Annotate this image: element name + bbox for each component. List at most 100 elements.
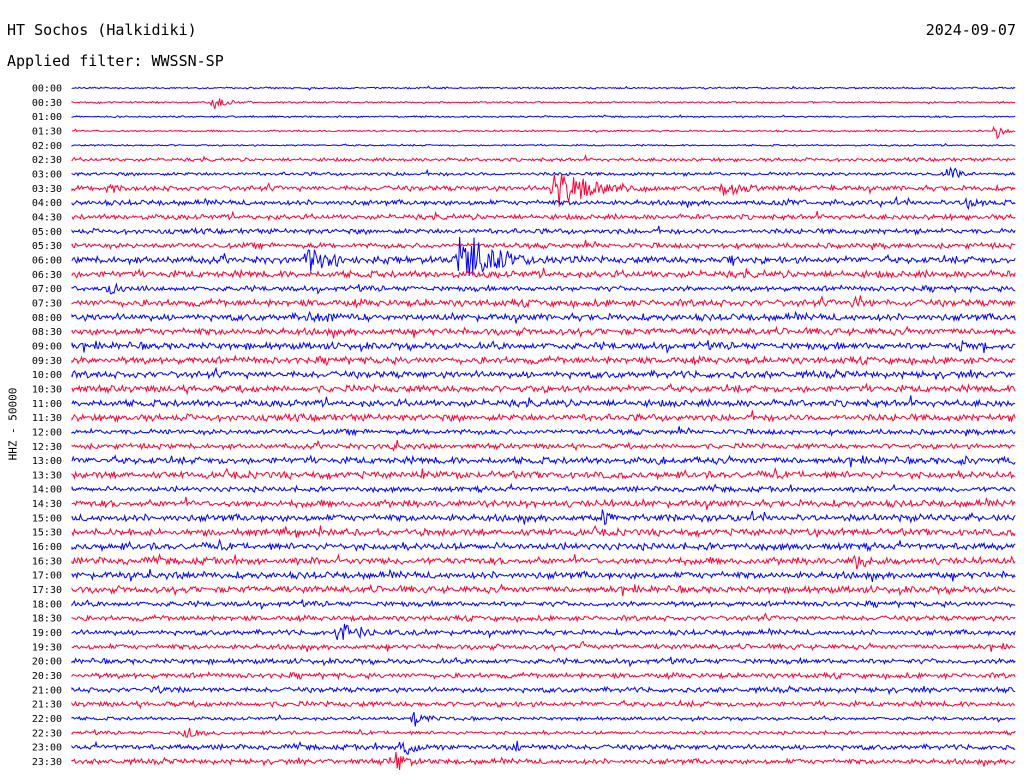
date-label: 2024-09-07 (925, 21, 1016, 39)
row-time-label: 18:30 (32, 614, 62, 625)
seismic-trace-2200 (71, 711, 1016, 727)
seismic-trace-0600 (71, 236, 1016, 277)
seismic-trace-0430 (71, 210, 1016, 222)
seismic-trace-1000 (71, 366, 1016, 380)
row-time-label: 16:30 (32, 556, 62, 567)
row-time-label: 11:30 (32, 413, 62, 424)
seismic-trace-0900 (71, 339, 1016, 355)
seismic-trace-0530 (71, 239, 1016, 251)
seismic-trace-1830 (71, 612, 1016, 624)
row-time-label: 06:30 (32, 270, 62, 281)
seismic-trace-1800 (71, 599, 1016, 611)
row-time-label: 11:00 (32, 399, 62, 410)
seismic-trace-0730 (71, 295, 1016, 310)
row-time-label: 22:00 (32, 714, 62, 725)
seismic-trace-1400 (71, 482, 1016, 494)
row-time-label: 20:00 (32, 657, 62, 668)
row-time-label: 23:00 (32, 743, 62, 754)
row-time-label: 21:30 (32, 700, 62, 711)
row-time-label: 03:00 (32, 169, 62, 180)
row-time-label: 08:30 (32, 327, 62, 338)
row-time-label: 15:30 (32, 528, 62, 539)
row-time-label: 14:30 (32, 499, 62, 510)
filter-label: Applied filter: WWSSN-SP (7, 52, 224, 70)
seismic-trace-0630 (71, 267, 1016, 280)
row-time-label: 10:00 (32, 370, 62, 381)
seismic-trace-1300 (71, 454, 1016, 468)
row-time-label: 01:00 (32, 112, 62, 123)
row-time-label: 09:00 (32, 341, 62, 352)
seismic-trace-2130 (71, 699, 1016, 710)
seismic-trace-0400 (71, 195, 1016, 211)
seismic-trace-1130 (71, 410, 1016, 424)
row-time-label: 03:30 (32, 184, 62, 195)
seismic-trace-0930 (71, 354, 1016, 367)
seismic-trace-1330 (71, 466, 1016, 481)
row-time-label: 05:30 (32, 241, 62, 252)
seismic-trace-0030 (71, 98, 1016, 109)
seismic-trace-0100 (71, 114, 1016, 119)
row-time-label: 14:00 (32, 485, 62, 496)
seismic-trace-0000 (71, 85, 1016, 91)
row-time-label: 17:30 (32, 585, 62, 596)
seismic-trace-2000 (71, 656, 1016, 668)
seismic-trace-1100 (71, 395, 1016, 409)
row-time-label: 09:30 (32, 356, 62, 367)
row-time-label: 07:30 (32, 298, 62, 309)
row-time-label: 04:30 (32, 212, 62, 223)
seismic-trace-0700 (71, 282, 1016, 295)
seismic-trace-1430 (71, 496, 1016, 510)
row-time-label: 05:00 (32, 227, 62, 238)
seismic-trace-1900 (71, 623, 1016, 640)
station-title: HT Sochos (Halkidiki) (7, 21, 197, 39)
row-time-label: 10:30 (32, 384, 62, 395)
seismic-trace-1230 (71, 439, 1016, 452)
row-time-label: 22:30 (32, 728, 62, 739)
row-time-label: 00:00 (32, 84, 62, 95)
row-tick-labels: 00:00 00:30 01:00 01:30 02:00 02:30 03:00 03:30… (32, 84, 62, 769)
row-time-label: 13:30 (32, 470, 62, 481)
row-time-label: 12:30 (32, 442, 62, 453)
row-time-label: 08:00 (32, 313, 62, 324)
seismic-trace-1530 (71, 524, 1016, 538)
row-time-label: 15:00 (32, 513, 62, 524)
row-time-label: 23:30 (32, 757, 62, 768)
row-time-label: 12:00 (32, 427, 62, 438)
seismic-trace-2330 (71, 751, 1016, 771)
row-time-label: 21:00 (32, 685, 62, 696)
seismic-trace-0200 (71, 142, 1016, 147)
row-time-label: 19:30 (32, 642, 62, 653)
seismic-trace-1600 (71, 538, 1016, 553)
row-time-label: 06:00 (32, 255, 62, 266)
row-time-label: 18:00 (32, 599, 62, 610)
seismic-trace-0300 (71, 166, 1016, 179)
seismic-trace-2030 (71, 671, 1016, 681)
row-time-label: 13:00 (32, 456, 62, 467)
seismic-trace-2100 (71, 684, 1016, 696)
seismic-trace-0500 (71, 225, 1016, 236)
row-time-label: 17:00 (32, 571, 62, 582)
seismic-trace-0130 (71, 125, 1016, 140)
seismic-trace-1700 (71, 568, 1016, 583)
seismic-trace-1030 (71, 382, 1016, 396)
seismic-trace-1200 (71, 426, 1016, 437)
row-time-label: 20:30 (32, 671, 62, 682)
row-time-label: 04:00 (32, 198, 62, 209)
seismic-trace-2300 (71, 740, 1016, 756)
row-time-label: 19:00 (32, 628, 62, 639)
row-time-label: 02:00 (32, 141, 62, 152)
seismic-trace-0230 (71, 154, 1016, 163)
seismic-traces (71, 85, 1016, 771)
seismic-trace-1500 (71, 509, 1016, 526)
row-time-label: 01:30 (32, 126, 62, 137)
row-time-label: 02:30 (32, 155, 62, 166)
row-time-label: 00:30 (32, 98, 62, 109)
row-time-label: 07:00 (32, 284, 62, 295)
seismic-trace-1730 (71, 583, 1016, 597)
seismic-trace-2230 (71, 727, 1016, 738)
seismic-trace-1930 (71, 640, 1016, 653)
row-time-label: 16:00 (32, 542, 62, 553)
seismic-trace-0800 (71, 310, 1016, 324)
seismic-trace-1630 (71, 552, 1016, 570)
